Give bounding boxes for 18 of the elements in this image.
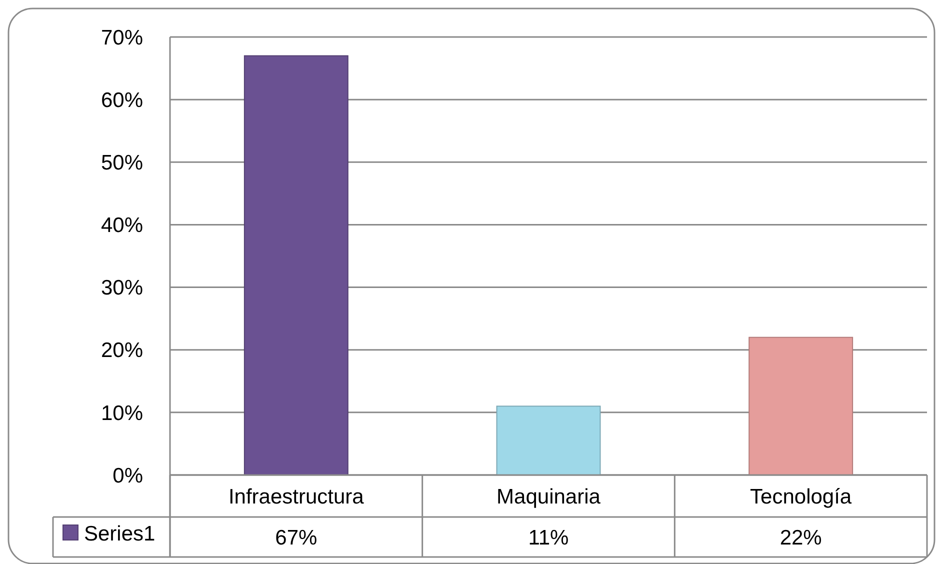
y-tick-label: 50%: [100, 151, 143, 174]
bar: [244, 55, 348, 476]
y-tick-label: 10%: [100, 402, 143, 425]
x-tick-label: Tecnología: [750, 485, 852, 508]
legend-label: Series1: [84, 522, 156, 546]
x-tick-label: Infraestructura: [228, 485, 364, 508]
y-tick-label: 30%: [100, 276, 143, 300]
y-tick-label: 70%: [100, 26, 143, 50]
y-tick-label: 60%: [100, 88, 143, 112]
data-label: 67%: [275, 526, 318, 550]
bar: [496, 406, 601, 476]
y-tick-label: 40%: [100, 214, 143, 238]
data-label: 11%: [528, 526, 569, 550]
x-tick-label: Maquinaria: [496, 485, 601, 508]
y-tick-label: 20%: [100, 339, 143, 362]
bar: [748, 336, 854, 476]
y-tick-label: 0%: [112, 464, 143, 488]
data-label: 22%: [780, 526, 822, 550]
